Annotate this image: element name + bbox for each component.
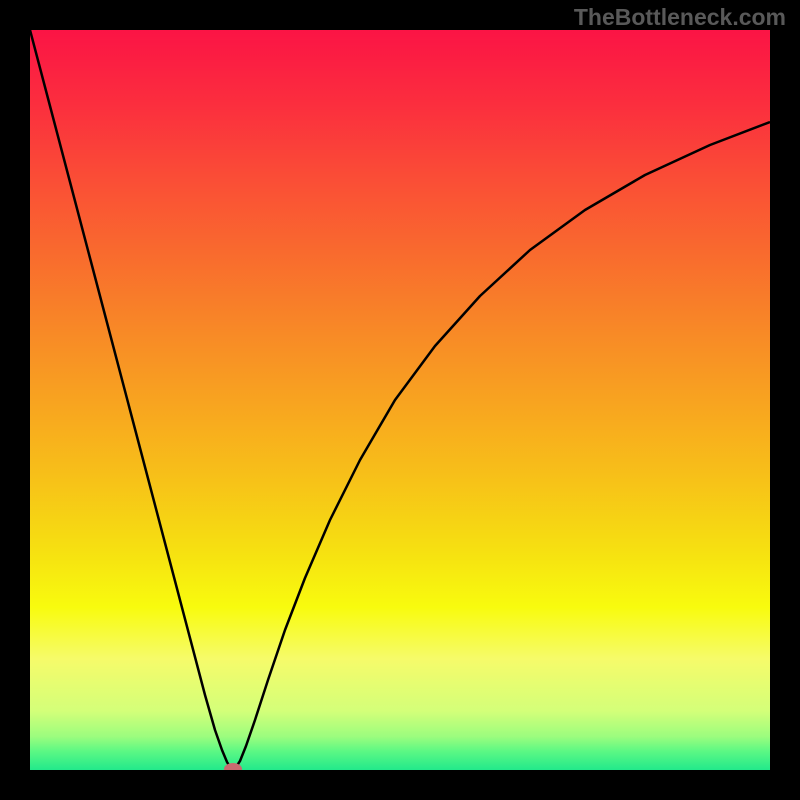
- watermark-text: TheBottleneck.com: [574, 4, 786, 31]
- plot-area: [30, 30, 770, 770]
- chart-frame: TheBottleneck.com: [0, 0, 800, 800]
- curve-line: [30, 30, 770, 770]
- minimum-marker: [224, 763, 242, 770]
